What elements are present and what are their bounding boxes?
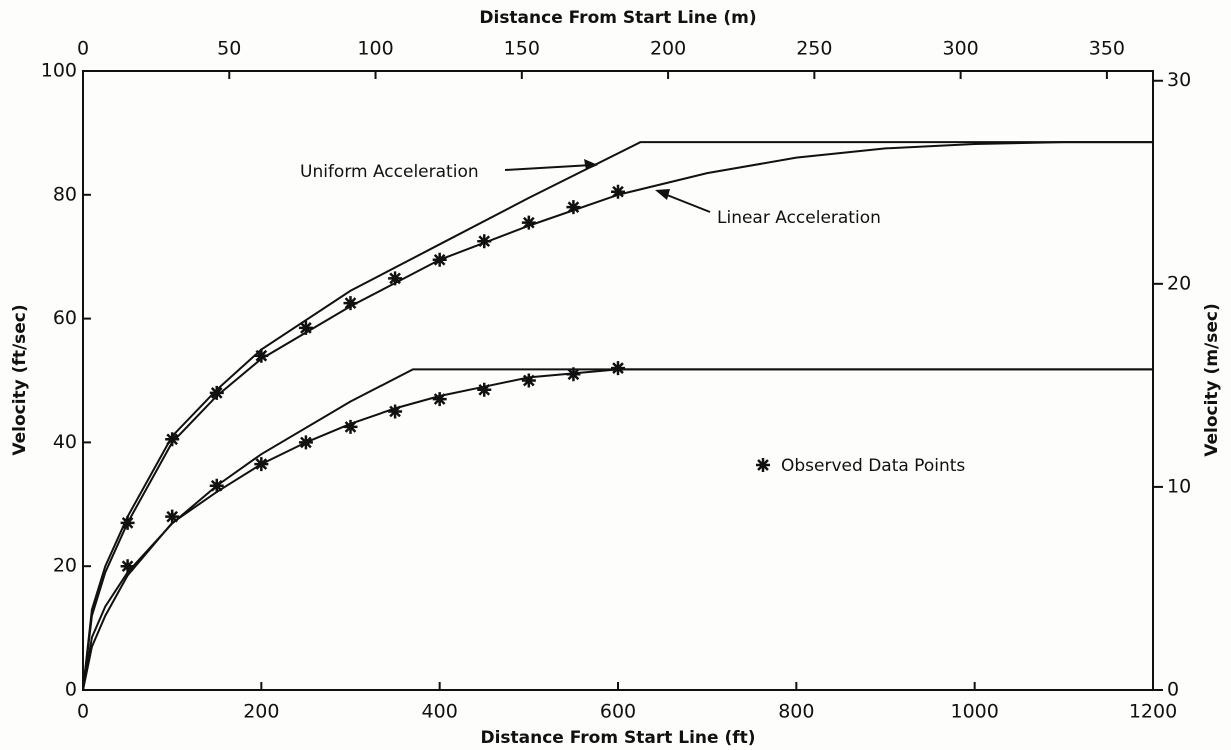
x2-tick-label: 50 <box>217 38 241 60</box>
data-point <box>343 296 358 311</box>
y-tick-label: 0 <box>65 679 77 701</box>
annotation: Uniform Acceleration <box>300 162 479 182</box>
x2-tick-label: 0 <box>77 38 89 60</box>
x2-tick-label: 250 <box>796 38 832 60</box>
x-tick-label: 800 <box>778 701 814 723</box>
data-point <box>120 559 135 574</box>
data-point <box>165 432 180 447</box>
data-point <box>477 234 492 249</box>
data-point <box>209 385 224 400</box>
plot-frame <box>82 70 1154 691</box>
data-point <box>566 200 581 215</box>
x-tick-label: 1000 <box>950 701 998 723</box>
data-point <box>566 367 581 382</box>
x-tick-label: 400 <box>422 701 458 723</box>
y2-tick-label: 20 <box>1167 272 1191 294</box>
x-tick-label: 1200 <box>1129 701 1177 723</box>
y-tick-label: 40 <box>53 431 77 453</box>
curve <box>82 368 1153 691</box>
data-point <box>388 404 403 419</box>
x2-tick-label: 200 <box>650 38 686 60</box>
data-point <box>477 382 492 397</box>
legend-label: Observed Data Points <box>781 456 965 476</box>
y-tick-label: 20 <box>53 555 77 577</box>
y2-tick-label: 0 <box>1167 679 1179 701</box>
data-point <box>521 373 536 388</box>
y-tick-label: 100 <box>41 60 77 82</box>
data-point <box>343 419 358 434</box>
curve <box>82 141 1153 691</box>
y-axis-title: Velocity (ft/sec) <box>10 304 30 455</box>
arrow-head <box>584 159 598 170</box>
x-tick-label: 200 <box>243 701 279 723</box>
annotation-arrow <box>661 192 711 213</box>
top-axis-title: Distance From Start Line (m) <box>479 8 756 28</box>
x-tick-label: 600 <box>600 701 636 723</box>
y2-tick-label: 30 <box>1167 69 1191 91</box>
x2-tick-label: 100 <box>357 38 393 60</box>
data-point <box>298 320 313 335</box>
data-point <box>254 457 269 472</box>
annotation-arrow <box>504 164 593 171</box>
curve <box>82 141 1153 691</box>
y-tick-label: 60 <box>53 307 77 329</box>
y-tick-label: 80 <box>53 183 77 205</box>
y2-tick-label: 10 <box>1167 475 1191 497</box>
data-point <box>298 435 313 450</box>
data-point <box>611 361 625 376</box>
curve <box>82 368 1153 691</box>
arrow-head <box>655 189 670 200</box>
data-point <box>165 509 180 524</box>
data-point <box>388 271 403 286</box>
data-point <box>432 252 447 267</box>
legend-marker <box>756 458 770 472</box>
x2-tick-label: 150 <box>504 38 540 60</box>
data-point <box>209 478 224 493</box>
annotation: Linear Acceleration <box>717 208 881 228</box>
data-point <box>432 392 447 407</box>
x2-tick-label: 350 <box>1089 38 1125 60</box>
data-point <box>120 515 135 530</box>
data-point <box>611 184 625 199</box>
x-tick-label: 0 <box>77 701 89 723</box>
data-point <box>254 348 269 363</box>
y2-axis-title: Velocity (m/sec) <box>1202 303 1222 456</box>
data-point <box>521 215 536 230</box>
x2-tick-label: 300 <box>942 38 978 60</box>
x-axis-title: Distance From Start Line (ft) <box>480 728 755 748</box>
